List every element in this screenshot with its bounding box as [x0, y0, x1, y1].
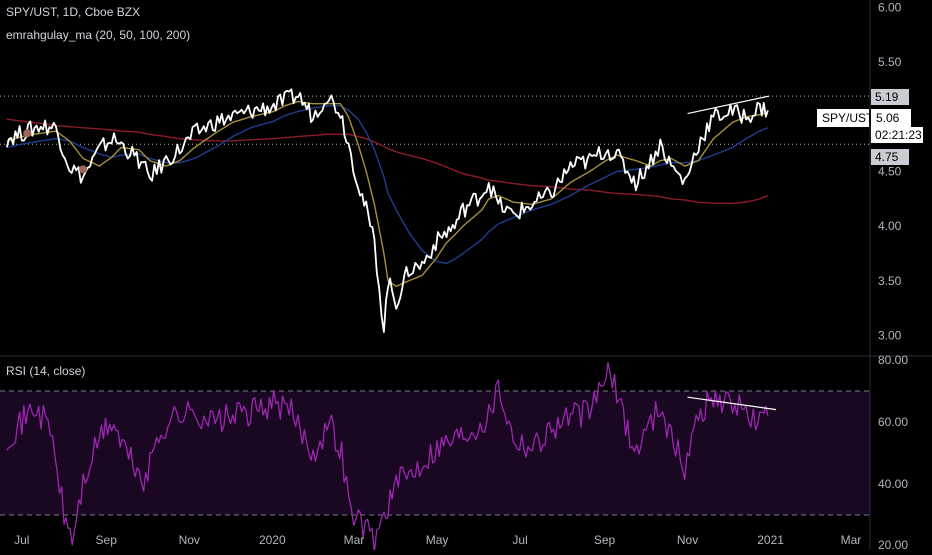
price-line: [5, 88, 769, 333]
x-tick-label: Nov: [179, 533, 200, 547]
price-trendline: [687, 95, 770, 115]
x-tick-label: Jul: [512, 533, 527, 547]
rsi-y-tick: 60.00: [878, 415, 908, 429]
price-marker: [79, 165, 88, 174]
rsi-legend[interactable]: RSI (14, close): [6, 364, 86, 378]
lower-line-tag: 4.75: [875, 150, 899, 164]
rsi-band: [0, 391, 870, 515]
x-tick-label: 2020: [259, 533, 286, 547]
upper-line-tag-bg: [871, 89, 909, 105]
x-tick-label: Nov: [677, 533, 698, 547]
ma100-line: [6, 118, 769, 204]
price-y-tick: 6.00: [878, 0, 902, 14]
symbol-tag-bg: [817, 109, 869, 127]
price-y-tick: 3.00: [878, 329, 902, 343]
symbol-tag: SPY/UST: [822, 111, 874, 125]
rsi-line: [6, 362, 769, 553]
indicator-legend[interactable]: emrahgulay_ma (20, 50, 100, 200): [6, 28, 191, 42]
countdown-tag: 02:21:23: [875, 128, 922, 142]
price-y-tick: 3.50: [878, 274, 902, 288]
price-marker: [23, 129, 32, 138]
symbol-legend[interactable]: SPY/UST, 1D, Cboe BZX: [6, 5, 141, 19]
price-y-tick: 4.50: [878, 165, 902, 179]
x-tick-label: Mar: [841, 533, 862, 547]
rsi-y-tick: 80.00: [878, 353, 908, 367]
x-tick-label: Jul: [14, 533, 29, 547]
price-y-tick: 5.50: [878, 55, 902, 69]
lower-line-tag-bg: [871, 149, 909, 165]
upper-line-tag: 5.19: [875, 90, 899, 104]
x-tick-label: Sep: [96, 533, 118, 547]
countdown-tag-bg: [871, 127, 923, 143]
x-tick-label: Mar: [344, 533, 365, 547]
last-price-tag: 5.06: [876, 111, 900, 125]
rsi-y-tick: 40.00: [878, 477, 908, 491]
x-tick-label: Sep: [594, 533, 616, 547]
last-price-tag-bg: [871, 109, 911, 127]
rsi-trendline: [687, 396, 777, 411]
rsi-y-tick: 20.00: [878, 538, 908, 550]
price-y-tick: 4.00: [878, 219, 902, 233]
x-tick-label: May: [426, 533, 449, 547]
x-tick-label: 2021: [757, 533, 784, 547]
